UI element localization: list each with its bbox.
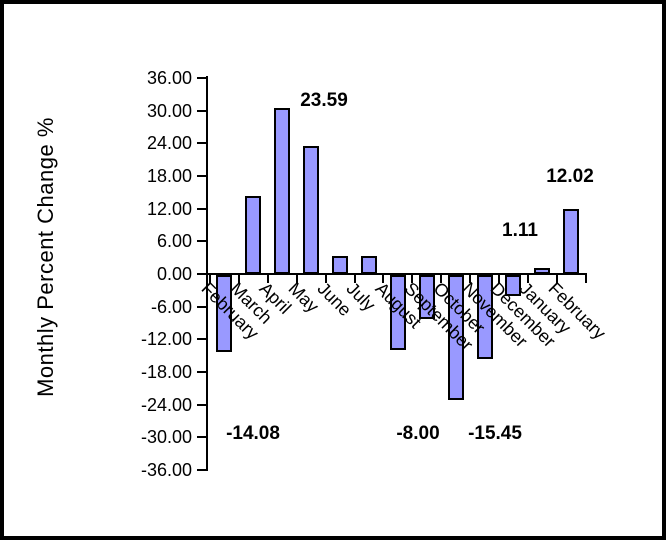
bar bbox=[389, 275, 406, 350]
x-tick-mark bbox=[526, 275, 529, 283]
y-tick-label: 24.00 bbox=[146, 133, 192, 154]
y-tick-label: -30.00 bbox=[140, 427, 192, 448]
y-tick-label: -12.00 bbox=[140, 329, 192, 350]
y-tick-mark bbox=[197, 175, 206, 178]
y-tick-mark bbox=[197, 436, 206, 439]
y-tick-mark bbox=[197, 142, 206, 145]
y-tick-label: -36.00 bbox=[140, 459, 192, 480]
x-axis-label: May bbox=[284, 278, 323, 317]
y-tick-mark bbox=[197, 305, 206, 308]
y-tick-mark bbox=[197, 338, 206, 341]
y-tick-label: 30.00 bbox=[146, 100, 192, 121]
x-tick-mark bbox=[209, 275, 211, 283]
y-tick-mark bbox=[197, 109, 206, 112]
bar bbox=[447, 275, 464, 400]
bar bbox=[274, 108, 291, 274]
x-tick-mark bbox=[469, 275, 472, 283]
x-tick-mark bbox=[324, 275, 327, 283]
data-label: 1.11 bbox=[502, 220, 538, 241]
y-tick-label: 18.00 bbox=[146, 166, 192, 187]
x-tick-mark bbox=[295, 275, 298, 283]
x-tick-mark bbox=[266, 275, 269, 283]
bar bbox=[534, 267, 551, 274]
bar bbox=[563, 208, 580, 274]
y-tick-label: 6.00 bbox=[156, 231, 192, 252]
x-tick-mark bbox=[440, 275, 443, 283]
y-tick-mark bbox=[197, 403, 206, 406]
y-tick-mark bbox=[197, 207, 206, 210]
data-label: 23.59 bbox=[300, 90, 348, 111]
y-axis-title: Monthly Percent Change % bbox=[33, 117, 58, 397]
x-tick-mark bbox=[382, 275, 385, 283]
y-tick-label: -6.00 bbox=[150, 296, 192, 317]
y-tick-mark bbox=[197, 370, 206, 373]
y-tick-mark bbox=[197, 240, 206, 243]
bar bbox=[476, 275, 493, 360]
bar bbox=[418, 275, 435, 319]
data-label: -8.00 bbox=[396, 423, 440, 444]
data-label: 12.02 bbox=[546, 166, 594, 187]
y-tick-label: 0.00 bbox=[156, 264, 192, 284]
bar bbox=[332, 256, 349, 274]
bar bbox=[505, 275, 522, 296]
x-tick-mark bbox=[353, 275, 356, 283]
y-tick-mark bbox=[197, 468, 206, 471]
bar bbox=[216, 275, 233, 352]
data-label: -15.45 bbox=[468, 423, 522, 444]
bar bbox=[245, 196, 262, 274]
x-axis-line bbox=[206, 273, 587, 275]
bar bbox=[303, 145, 320, 274]
x-tick-mark bbox=[411, 275, 414, 283]
y-tick-mark bbox=[197, 77, 206, 80]
bar bbox=[360, 256, 377, 274]
y-tick-label: 12.00 bbox=[146, 198, 192, 219]
x-tick-mark bbox=[584, 275, 587, 283]
x-tick-mark bbox=[237, 275, 240, 283]
data-label: -14.08 bbox=[226, 423, 280, 444]
y-tick-label: -18.00 bbox=[140, 361, 192, 382]
y-tick-label: -24.00 bbox=[140, 394, 192, 415]
y-tick-label: 36.00 bbox=[146, 68, 192, 89]
x-tick-mark bbox=[555, 275, 558, 283]
y-tick-mark bbox=[197, 273, 206, 275]
x-tick-mark bbox=[498, 275, 500, 283]
